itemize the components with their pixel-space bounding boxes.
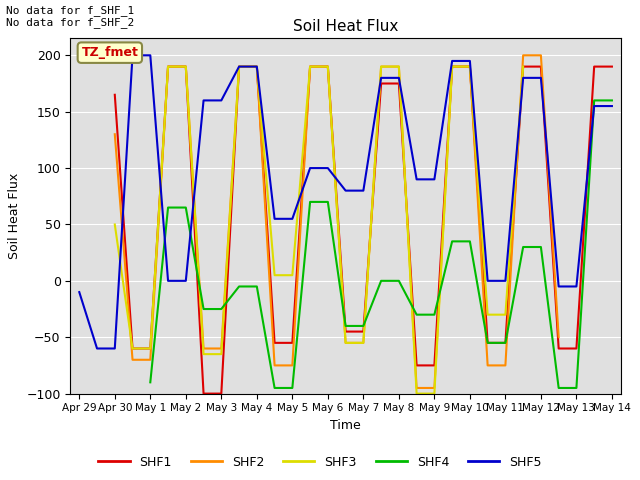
Legend: SHF1, SHF2, SHF3, SHF4, SHF5: SHF1, SHF2, SHF3, SHF4, SHF5	[93, 451, 547, 474]
Text: No data for f_SHF_1
No data for f_SHF_2: No data for f_SHF_1 No data for f_SHF_2	[6, 5, 134, 28]
Text: TZ_fmet: TZ_fmet	[81, 46, 138, 59]
Y-axis label: Soil Heat Flux: Soil Heat Flux	[8, 173, 20, 259]
X-axis label: Time: Time	[330, 419, 361, 432]
Title: Soil Heat Flux: Soil Heat Flux	[293, 20, 398, 35]
